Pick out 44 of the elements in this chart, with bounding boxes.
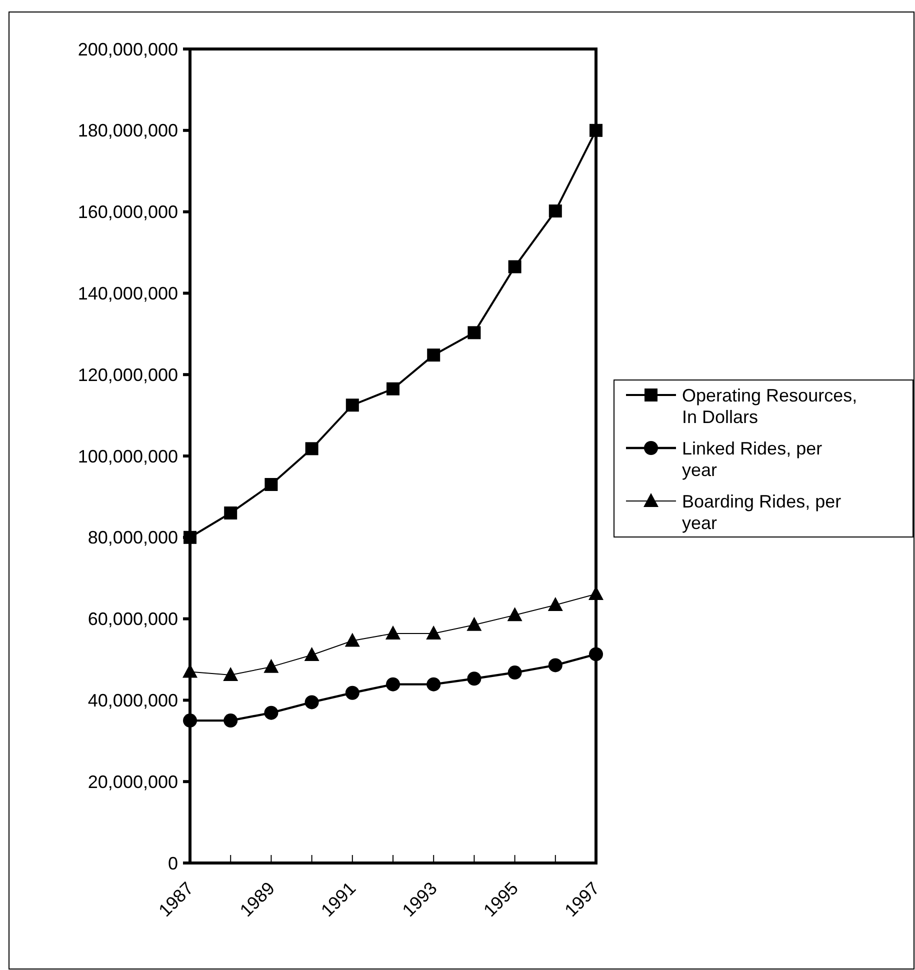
point: [427, 348, 440, 362]
y-tick-label: 120,000,000: [78, 364, 178, 385]
point: [508, 260, 522, 274]
point: [589, 647, 603, 662]
point: [305, 442, 318, 456]
point: [548, 596, 563, 611]
y-tick-label: 80,000,000: [88, 528, 178, 548]
y-tick-label: 60,000,000: [88, 609, 178, 630]
point: [264, 478, 278, 491]
point: [467, 672, 482, 686]
point: [386, 625, 400, 640]
legend-label: Operating Resources, In Dollars: [682, 385, 858, 427]
point: [304, 695, 319, 710]
y-tick-label: 100,000,000: [78, 446, 178, 466]
y-tick-label: 40,000,000: [88, 690, 178, 710]
point: [344, 632, 360, 647]
legend-label: Boarding Rides, per year: [682, 491, 842, 533]
point: [508, 666, 522, 680]
point: [304, 647, 320, 662]
point: [466, 616, 482, 631]
point: [346, 398, 359, 412]
point: [386, 382, 400, 396]
point: [548, 658, 562, 672]
y-tick-label: 200,000,000: [78, 39, 178, 60]
point: [223, 666, 238, 681]
point: [183, 714, 197, 728]
point: [468, 326, 481, 340]
y-tick-label: 0: [168, 853, 178, 874]
point: [264, 706, 278, 720]
y-tick-label: 160,000,000: [78, 202, 178, 222]
point: [426, 677, 441, 692]
point: [386, 677, 400, 692]
legend-label: Linked Rides, per year: [682, 438, 822, 480]
y-tick-label: 180,000,000: [78, 120, 178, 141]
point: [264, 658, 279, 673]
y-tick-label: 20,000,000: [88, 772, 178, 792]
point: [548, 204, 562, 218]
point: [507, 607, 522, 622]
point: [590, 124, 602, 137]
point: [224, 506, 238, 520]
point: [345, 686, 360, 700]
point: [426, 625, 442, 640]
point: [224, 714, 238, 728]
y-tick-label: 140,000,000: [78, 284, 178, 304]
